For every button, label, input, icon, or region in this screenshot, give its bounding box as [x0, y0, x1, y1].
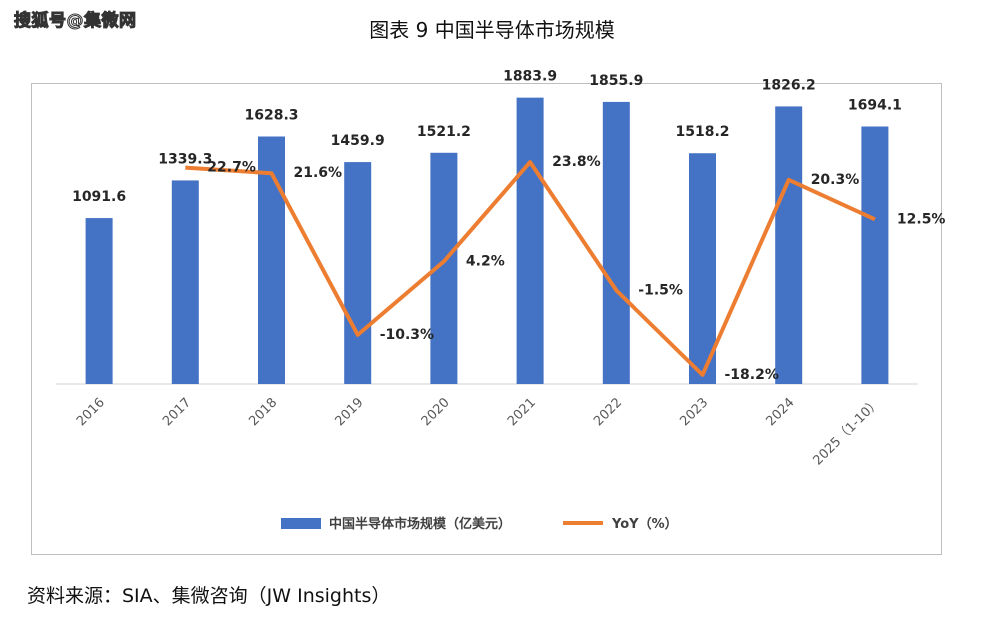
- x-tick-label: 2025（1-10）: [810, 395, 883, 468]
- x-tick-label: 2023: [677, 395, 711, 429]
- bar-2021: [516, 97, 544, 384]
- bar-2018: [258, 136, 285, 384]
- bar-value-label: 1459.9: [331, 133, 385, 149]
- bar-2016: [85, 218, 113, 384]
- x-tick-label: 2019: [333, 395, 367, 429]
- bar-value-label: 1826.2: [762, 77, 816, 93]
- chart-frame: [31, 83, 942, 555]
- yoy-value-label: -10.3%: [380, 327, 434, 343]
- bar-2025（1-10）: [861, 126, 889, 385]
- bar-value-label: 1521.2: [417, 124, 471, 140]
- bar-2019: [344, 162, 372, 384]
- bar-2024: [775, 106, 803, 384]
- bar-2022: [602, 101, 630, 384]
- chart-title: 图表 9 中国半导体市场规模: [369, 18, 615, 42]
- bar-2017: [171, 180, 199, 384]
- bar-value-label: 1339.3: [158, 151, 212, 167]
- yoy-value-label: 21.6%: [294, 165, 343, 181]
- x-tick-label: 2016: [74, 395, 108, 429]
- legend-bar-label: 中国半导体市场规模（亿美元）: [329, 516, 511, 532]
- bar-value-label: 1091.6: [72, 189, 126, 205]
- yoy-value-label: 12.5%: [897, 211, 946, 227]
- yoy-value-label: 23.8%: [552, 154, 601, 170]
- source-note: 资料来源：SIA、集微咨询（JW Insights）: [27, 585, 391, 607]
- x-tick-label: 2020: [419, 395, 453, 429]
- bar-value-label: 1518.2: [675, 124, 729, 140]
- yoy-value-label: 20.3%: [811, 172, 860, 188]
- yoy-line: [185, 160, 876, 377]
- bar-2023: [689, 153, 716, 384]
- legend-bar-swatch: [281, 518, 321, 529]
- yoy-value-label: -18.2%: [725, 367, 779, 383]
- bar-value-label: 1855.9: [589, 73, 643, 89]
- legend-line-label: YoY（%）: [611, 516, 678, 532]
- x-tick-label: 2022: [591, 395, 625, 429]
- bar-value-label: 1628.3: [244, 107, 298, 123]
- bar-value-label: 1883.9: [503, 69, 557, 85]
- legend: 中国半导体市场规模（亿美元） YoY（%）: [281, 516, 678, 532]
- yoy-value-label: -1.5%: [638, 282, 683, 298]
- bar-value-label: 1694.1: [848, 97, 902, 113]
- yoy-value-label: 22.7%: [207, 160, 256, 176]
- x-tick-label: 2021: [505, 395, 539, 429]
- watermark: 搜狐号@集微网: [14, 11, 137, 32]
- x-tick-label: 2017: [160, 395, 194, 429]
- yoy-value-label: 4.2%: [466, 253, 505, 269]
- x-tick-label: 2024: [764, 395, 798, 429]
- x-tick-label: 2018: [246, 395, 280, 429]
